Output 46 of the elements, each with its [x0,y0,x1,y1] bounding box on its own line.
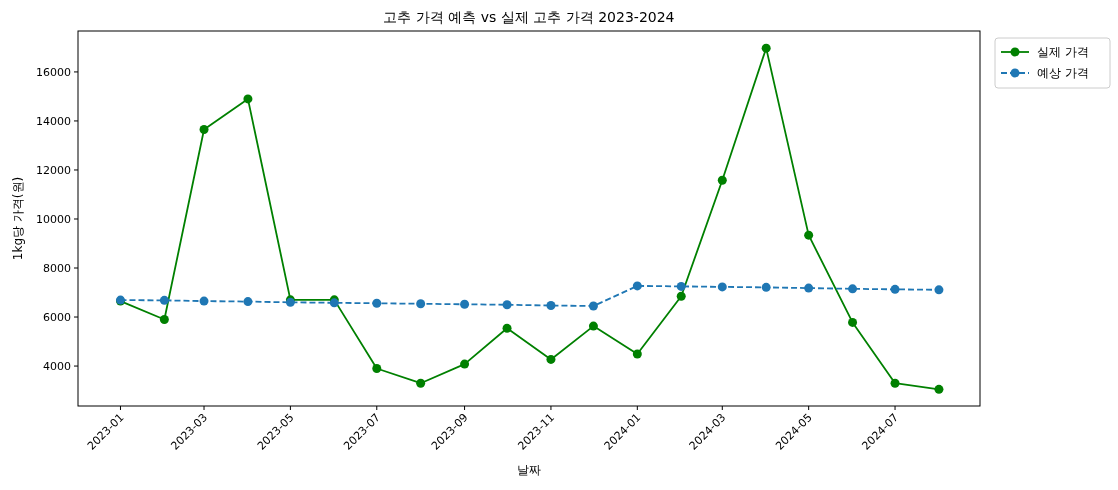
point [632,281,642,291]
point [416,378,426,388]
y-tick-label: 6000 [43,311,71,325]
point [372,364,382,373]
y-tick-label: 14000 [36,114,71,128]
point [676,291,686,301]
point [199,125,209,135]
point [717,282,727,292]
point [243,94,253,104]
point [761,43,771,53]
y-tick-label: 8000 [43,262,71,276]
point [199,296,209,306]
y-tick-label: 12000 [36,163,71,177]
point [804,230,814,240]
point [890,284,900,294]
point [761,282,771,292]
point [546,301,556,311]
point [372,298,382,308]
point [588,321,598,331]
point [416,299,426,309]
point [717,175,727,185]
point [934,384,944,394]
point [676,281,686,291]
point [804,283,814,293]
point [934,285,944,295]
point [848,317,858,327]
y-tick-label: 4000 [43,360,71,374]
point [632,349,642,359]
chart-title: 고추 가격 예측 vs 실제 고추 가격 2023-2024 [383,9,675,25]
point [588,301,598,311]
point [460,359,470,369]
point [890,378,900,388]
point [460,299,470,309]
point [159,295,169,305]
y-tick-label: 10000 [36,212,71,226]
point [159,314,169,324]
point [502,300,512,310]
point [848,284,858,294]
point [546,354,556,364]
y-axis-title: 1kg당 가격(원) [11,176,25,261]
point [502,323,512,333]
legend-label: 예상 가격 [1037,66,1089,80]
legend-label: 실제 가격 [1037,45,1089,59]
x-axis-title: 날짜 [517,463,541,477]
y-tick-label: 16000 [36,65,71,79]
point [243,297,253,307]
